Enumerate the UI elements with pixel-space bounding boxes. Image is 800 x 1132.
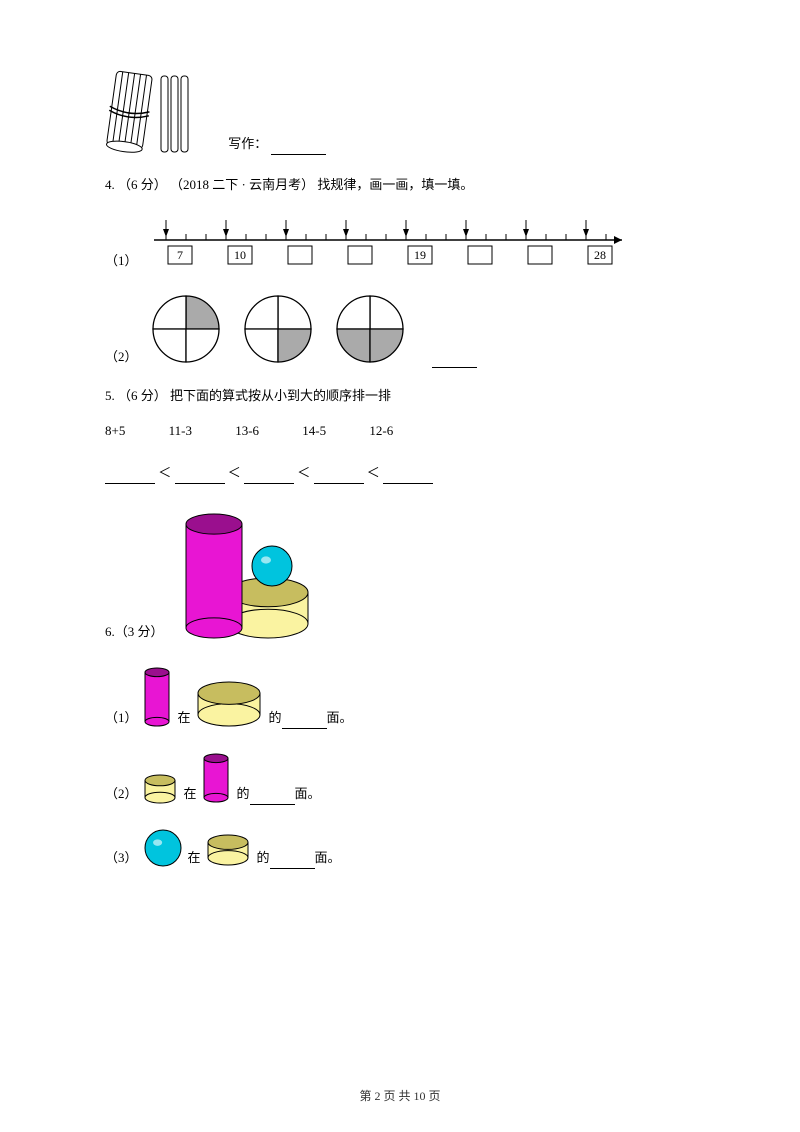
q6-2-end2: 面。 [295, 784, 321, 805]
q4-source: （2018 二下 · 云南月考） [170, 177, 314, 192]
pattern-circles [146, 290, 426, 368]
q4-sub1: （1） [105, 251, 138, 272]
q6-sub3: （3） [105, 848, 138, 869]
q6-points: （3 分） [115, 622, 164, 643]
q5-blank-3 [314, 471, 364, 484]
q6-1-blank [282, 716, 327, 729]
q5-blank-1 [175, 471, 225, 484]
q6-2-end1: 的 [237, 784, 250, 805]
svg-text:19: 19 [414, 248, 426, 262]
q5-blank-4 [383, 471, 433, 484]
q5-expr-1: 11-3 [169, 423, 192, 438]
cyan-sphere-icon [142, 827, 184, 869]
q6-sub2: （2） [105, 784, 138, 805]
q5-blank-2 [244, 471, 294, 484]
q5-lt-2: ＜ [297, 465, 310, 480]
q5-expr-2: 13-6 [235, 423, 259, 438]
q3-label: 写作： [228, 136, 267, 151]
q4-number: 4. [105, 177, 115, 192]
q3-blank [271, 142, 326, 155]
yellow-short-cylinder-icon [205, 829, 253, 869]
svg-text:28: 28 [594, 248, 606, 262]
q5-points: （6 分） [118, 388, 167, 403]
q5-expr-3: 14-5 [302, 423, 326, 438]
q5-lt-1: ＜ [228, 465, 241, 480]
q5-lt-0: ＜ [158, 465, 171, 480]
svg-text:10: 10 [234, 248, 246, 262]
sticks-image [105, 70, 225, 155]
q5-expr-0: 8+5 [105, 423, 125, 438]
q6-1-end2: 面。 [327, 708, 353, 729]
q6-3-end2: 面。 [315, 848, 341, 869]
page-footer: 第 2 页 共 10 页 [0, 1087, 800, 1104]
q6-2-mid: 在 [184, 784, 197, 805]
q6-3-mid: 在 [188, 848, 201, 869]
yellow-wide-cylinder-icon [195, 679, 265, 729]
q6-sub1: （1） [105, 708, 138, 729]
q5-expr-4: 12-6 [369, 423, 393, 438]
q6-1-end1: 的 [269, 708, 282, 729]
q4-sub2: （2） [105, 347, 138, 368]
q6-number: 6. [105, 622, 115, 643]
q5-number: 5. [105, 388, 115, 403]
q4-points: （6 分） [118, 177, 167, 192]
q4-text: 找规律，画一画，填一填。 [317, 177, 473, 192]
q6-2-blank [250, 792, 295, 805]
svg-text:7: 7 [177, 248, 183, 262]
magenta-tall-cylinder-icon [142, 665, 174, 729]
q6-3-blank [270, 856, 315, 869]
q5-text: 把下面的算式按从小到大的顺序排一排 [170, 388, 391, 403]
magenta-small-cylinder-icon [201, 751, 233, 805]
q4-2-blank [432, 355, 477, 368]
q5-lt-3: ＜ [367, 465, 380, 480]
number-line: 7 10 19 28 [144, 214, 634, 272]
yellow-small-cylinder-icon [142, 765, 180, 805]
q6-1-mid: 在 [178, 708, 191, 729]
q5-blank-0 [105, 471, 155, 484]
q6-3-end1: 的 [257, 848, 270, 869]
solids-main [170, 508, 335, 643]
